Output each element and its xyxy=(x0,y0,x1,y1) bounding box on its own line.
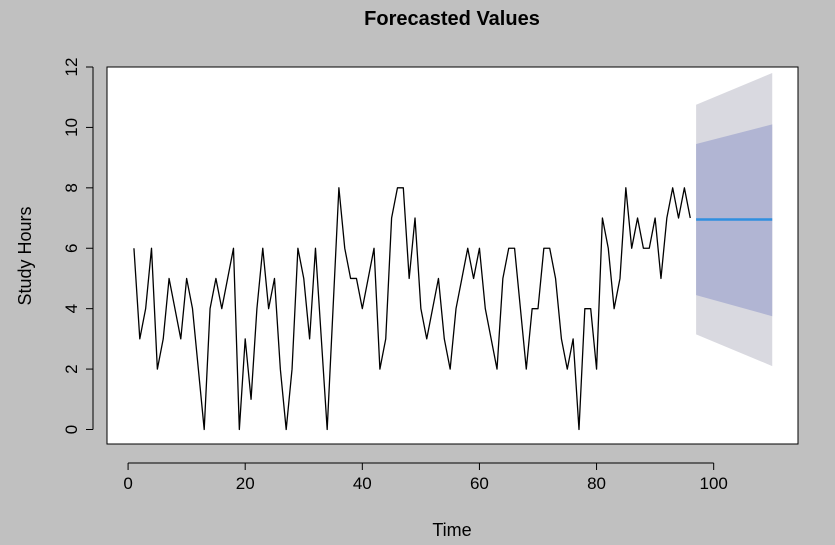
x-tick-label: 40 xyxy=(353,474,372,493)
x-tick-label: 20 xyxy=(236,474,255,493)
y-tick-label: 12 xyxy=(62,58,81,77)
series-line xyxy=(133,187,691,431)
chart-title: Forecasted Values xyxy=(364,8,540,30)
y-tick-label: 4 xyxy=(62,304,81,313)
y-tick-label: 6 xyxy=(62,244,81,253)
x-axis: 0 20 40 60 80 100 xyxy=(123,462,728,493)
y-tick-label: 2 xyxy=(62,364,81,373)
x-tick-label: 0 xyxy=(123,474,132,493)
y-tick-label: 10 xyxy=(62,118,81,137)
x-tick-label: 60 xyxy=(470,474,489,493)
x-axis-label: Time xyxy=(432,520,471,540)
y-tick-label: 8 xyxy=(62,183,81,192)
x-tick-label: 100 xyxy=(699,474,727,493)
plot-area xyxy=(107,67,798,444)
y-tick-label: 0 xyxy=(62,425,81,434)
data-series xyxy=(133,187,691,431)
plot-frame xyxy=(106,66,799,445)
x-tick-label: 80 xyxy=(587,474,606,493)
y-axis: 0 2 4 6 8 10 12 xyxy=(62,58,94,434)
y-axis-label: Study Hours xyxy=(15,206,35,305)
